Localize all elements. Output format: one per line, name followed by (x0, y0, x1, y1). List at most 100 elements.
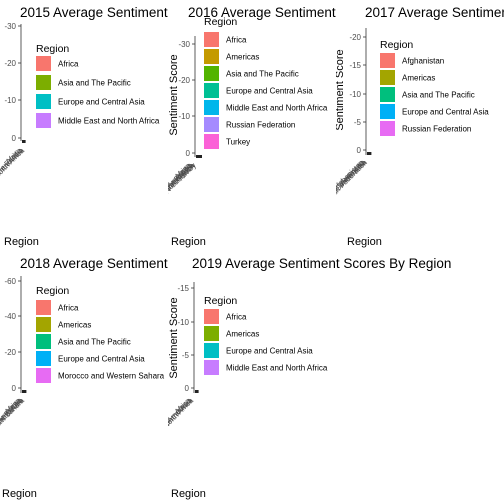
bar (24, 140, 26, 143)
legend-swatch (36, 334, 51, 349)
bar (200, 155, 202, 158)
y-tick-label: -5 (182, 351, 190, 360)
y-tick-label: 0 (357, 146, 362, 155)
y-tick-label: -40 (4, 312, 16, 321)
legend-swatch (380, 70, 395, 85)
bar (195, 390, 197, 393)
legend-swatch (36, 75, 51, 90)
bar (22, 390, 24, 393)
legend-swatch (36, 94, 51, 109)
legend-label: Middle East and North Africa (226, 104, 328, 113)
legend-swatch (36, 317, 51, 332)
x-tick-label: Russian Federation (317, 158, 369, 210)
y-tick-label: 0 (186, 149, 191, 158)
legend-swatch (204, 134, 219, 149)
y-tick-label: -30 (178, 40, 190, 49)
legend-swatch (380, 104, 395, 119)
chart-panel-3: 2017 Average Sentiment Scores By Region -… (317, 5, 504, 248)
legend-swatch (204, 83, 219, 98)
legend-label: Europe and Central Asia (58, 98, 145, 107)
legend-label: Africa (58, 60, 79, 69)
legend-label: Asia and The Pacific (226, 70, 299, 79)
y-tick-label: -10 (177, 318, 189, 327)
legend-label: Americas (226, 53, 259, 62)
bar (197, 155, 199, 158)
y-tick-label: -10 (349, 90, 361, 99)
legend-swatch (204, 326, 219, 341)
legend-label: Europe and Central Asia (402, 108, 489, 117)
legend-label: Middle East and North Africa (226, 364, 328, 373)
chart-title: 2016 Average Sentiment Scores By Region (188, 5, 447, 20)
legend-title: Region (36, 43, 69, 55)
y-tick-label: -10 (178, 112, 190, 121)
bar (198, 155, 200, 158)
legend-swatch (204, 49, 219, 64)
bar (370, 152, 372, 155)
bar (23, 390, 25, 393)
y-tick-label: 0 (185, 384, 190, 393)
legend-swatch (204, 309, 219, 324)
y-axis-title: Sentiment Score (334, 49, 346, 130)
bar (25, 390, 27, 393)
y-axis-title: Sentiment Score (168, 297, 180, 378)
y-tick-label: -20 (4, 348, 16, 357)
x-axis-title: Region (347, 236, 382, 248)
bar (22, 140, 24, 143)
x-axis-title: Region (171, 236, 206, 248)
legend-label: Russian Federation (226, 121, 295, 130)
legend-swatch (204, 66, 219, 81)
y-tick-label: -60 (4, 277, 16, 286)
y-tick-label: -5 (354, 118, 362, 127)
legend-swatch (204, 32, 219, 47)
bar (22, 390, 24, 393)
legend-label: Africa (226, 36, 247, 45)
chart-title: 2017 Average Sentiment Scores By Region (365, 5, 504, 20)
bar (24, 390, 26, 393)
legend-label: Americas (226, 330, 259, 339)
legend-swatch (36, 368, 51, 383)
chart-title: 2019 Average Sentiment Scores By Region (192, 256, 451, 271)
legend-label: Asia and The Pacific (58, 79, 131, 88)
bar (23, 140, 25, 143)
legend-label: Morocco and Western Sahara (58, 372, 165, 381)
legend-swatch (380, 53, 395, 68)
bar (196, 390, 198, 393)
legend-swatch (204, 117, 219, 132)
chart-panel-4: 2018 Average Sentiment Scores By Region-… (0, 256, 279, 500)
legend-label: Americas (58, 321, 91, 330)
legend-swatch (204, 343, 219, 358)
y-tick-label: -30 (4, 22, 16, 31)
bar (196, 155, 198, 158)
bar (367, 152, 369, 155)
legend-title: Region (380, 39, 413, 51)
legend-swatch (380, 121, 395, 136)
legend-label: Africa (58, 304, 79, 313)
legend-label: Afghanistan (402, 57, 444, 66)
x-axis-title: Region (171, 488, 206, 500)
legend-label: Europe and Central Asia (58, 355, 145, 364)
legend-label: Europe and Central Asia (226, 347, 313, 356)
y-axis-title: Sentiment Score (168, 54, 180, 135)
bar (22, 140, 24, 143)
x-axis-title: Region (4, 236, 39, 248)
legend-swatch (36, 113, 51, 128)
x-axis-title: Region (2, 488, 37, 500)
legend-swatch (204, 100, 219, 115)
legend-title: Region (36, 285, 69, 297)
y-tick-label: 0 (12, 384, 17, 393)
bar (196, 155, 198, 158)
y-tick-label: -20 (4, 59, 16, 68)
bar (368, 152, 370, 155)
chart-panel-5: 2019 Average Sentiment Scores By Region -… (122, 256, 451, 500)
y-tick-label: -15 (177, 284, 189, 293)
legend-label: Americas (402, 74, 435, 83)
x-tick-label: Middle East and North Africa (122, 395, 196, 469)
legend-label: Africa (226, 313, 247, 322)
legend-swatch (380, 87, 395, 102)
chart-title: 2018 Average Sentiment Scores By Region (20, 256, 279, 271)
y-tick-label: -10 (4, 96, 16, 105)
chart-title: 2015 Average Sentiment Scores By Region (20, 5, 279, 20)
legend-title: Region (204, 295, 237, 307)
legend-title: Region (204, 16, 237, 28)
